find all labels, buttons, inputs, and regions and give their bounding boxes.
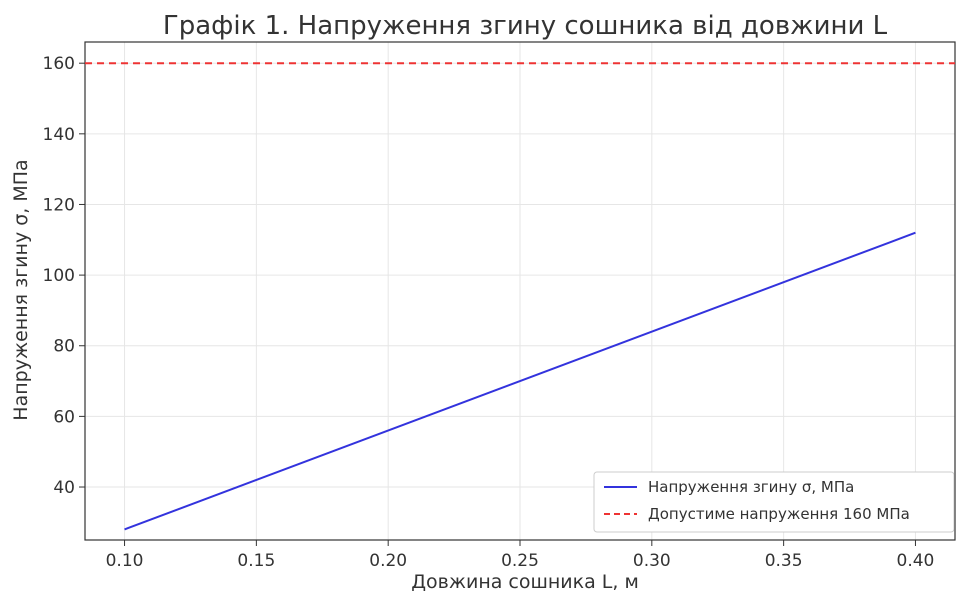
x-tick-label: 0.15 bbox=[237, 551, 275, 571]
y-axis-label: Напруження згину σ, МПа bbox=[10, 159, 32, 420]
x-tick-label: 0.20 bbox=[369, 551, 407, 571]
x-axis-ticks: 0.10 0.15 0.20 0.25 0.30 0.35 0.40 bbox=[106, 540, 935, 571]
chart-title: Графік 1. Напруження згину сошника від д… bbox=[163, 11, 888, 41]
x-tick-label: 0.40 bbox=[897, 551, 935, 571]
y-tick-label: 80 bbox=[53, 337, 75, 357]
legend-box bbox=[593, 471, 955, 533]
x-tick-label: 0.35 bbox=[765, 551, 803, 571]
x-tick-label: 0.25 bbox=[501, 551, 539, 571]
y-tick-label: 120 bbox=[43, 195, 75, 215]
legend: Напруження згину σ, МПа Допустиме напруж… bbox=[593, 471, 955, 533]
grid bbox=[85, 42, 955, 540]
y-tick-label: 140 bbox=[43, 125, 75, 145]
x-axis-label: Довжина сошника L, м bbox=[411, 571, 639, 592]
legend-label-allowable-stress: Допустиме напруження 160 МПа bbox=[648, 505, 910, 523]
x-tick-label: 0.30 bbox=[633, 551, 671, 571]
y-tick-label: 40 bbox=[53, 478, 75, 498]
series-lines bbox=[85, 62, 955, 531]
x-tick-label: 0.10 bbox=[106, 551, 144, 571]
y-tick-label: 160 bbox=[43, 54, 75, 74]
y-tick-label: 100 bbox=[43, 266, 75, 286]
series-line-bending-stress bbox=[124, 231, 916, 531]
y-axis-ticks: 40 60 80 100 120 140 160 bbox=[43, 54, 85, 498]
legend-label-bending-stress: Напруження згину σ, МПа bbox=[648, 478, 854, 496]
y-tick-label: 60 bbox=[53, 407, 75, 427]
